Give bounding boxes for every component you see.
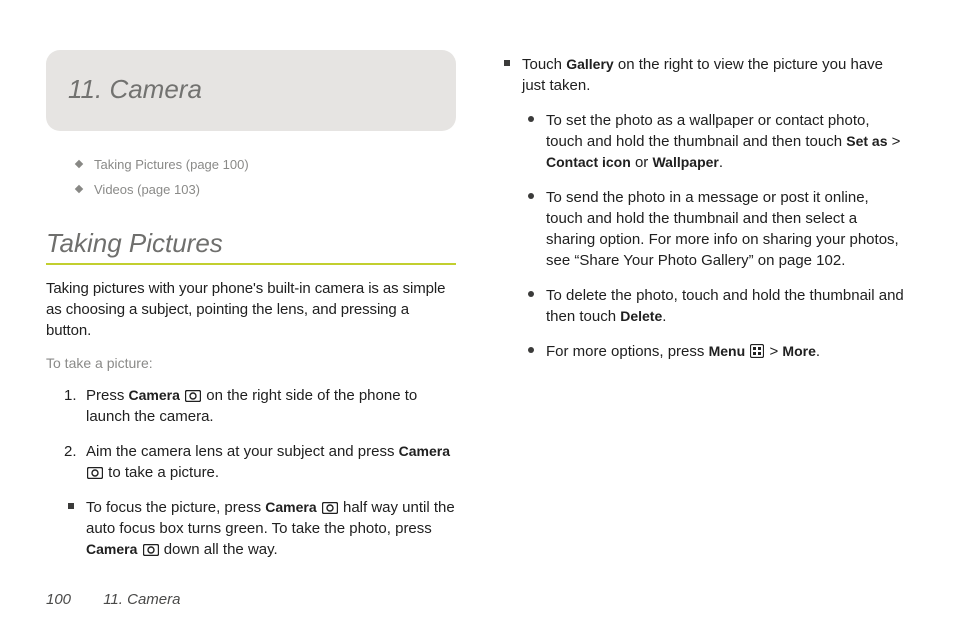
option-set-as: To set the photo as a wallpaper or conta… [498, 110, 908, 173]
ui-label: Contact icon [546, 154, 631, 170]
step-2-sub: To focus the picture, press Camera half … [46, 497, 456, 560]
text: down all the way. [164, 541, 278, 558]
text: or [631, 154, 653, 171]
ui-label: Delete [620, 308, 662, 324]
option-delete: To delete the photo, touch and hold the … [498, 285, 908, 327]
chapter-title-box: 11. Camera [46, 50, 456, 131]
camera-icon [87, 467, 103, 479]
ui-label: Wallpaper [652, 154, 718, 170]
ui-label: Menu [709, 343, 746, 359]
page-number: 100 [46, 591, 71, 608]
step-text-pre: Aim the camera lens at your subject and … [86, 443, 399, 460]
gallery-note: Touch Gallery on the right to view the p… [498, 54, 908, 96]
step-number: 2. [64, 441, 77, 462]
toc-item: Videos (page 103) [72, 178, 456, 203]
intro-paragraph: Taking pictures with your phone's built-… [46, 279, 456, 341]
separator: > [887, 133, 900, 150]
text: Touch [522, 56, 566, 73]
toc-item: Taking Pictures (page 100) [72, 153, 456, 178]
step-number: 1. [64, 385, 77, 406]
camera-icon [143, 544, 159, 556]
ui-label: More [782, 343, 815, 359]
text: . [719, 154, 723, 171]
text: . [662, 308, 666, 325]
page: 11. Camera Taking Pictures (page 100) Vi… [0, 0, 954, 636]
chapter-toc: Taking Pictures (page 100) Videos (page … [72, 153, 456, 202]
left-column: 11. Camera Taking Pictures (page 100) Vi… [46, 50, 456, 606]
text: . [816, 343, 820, 360]
text: To delete the photo, touch and hold the … [546, 287, 904, 325]
text: For more options, press [546, 343, 709, 360]
separator: > [769, 343, 782, 360]
step-2: 2. Aim the camera lens at your subject a… [46, 441, 456, 483]
text: To set the photo as a wallpaper or conta… [546, 112, 870, 150]
text: To send the photo in a message or post i… [546, 189, 899, 269]
step-1: 1. Press Camera on the right side of the… [46, 385, 456, 427]
instruction-label: To take a picture: [46, 355, 456, 371]
ui-label: Camera [129, 387, 180, 403]
menu-icon [750, 344, 764, 358]
option-more: For more options, press Menu > More. [498, 341, 908, 362]
step-text-post: to take a picture. [108, 464, 219, 481]
running-title: 11. Camera [103, 591, 180, 608]
ui-label: Set as [846, 133, 887, 149]
ui-label: Gallery [566, 56, 613, 72]
option-send: To send the photo in a message or post i… [498, 187, 908, 271]
right-column: Touch Gallery on the right to view the p… [498, 50, 908, 606]
camera-icon [185, 390, 201, 402]
section-heading: Taking Pictures [46, 228, 456, 265]
page-footer: 100 11. Camera [46, 591, 180, 608]
chapter-title: 11. Camera [68, 74, 434, 105]
ui-label: Camera [86, 541, 137, 557]
step-text-pre: Press [86, 387, 129, 404]
ui-label: Camera [399, 443, 450, 459]
text: To focus the picture, press [86, 499, 265, 516]
ui-label: Camera [265, 499, 316, 515]
camera-icon [322, 502, 338, 514]
